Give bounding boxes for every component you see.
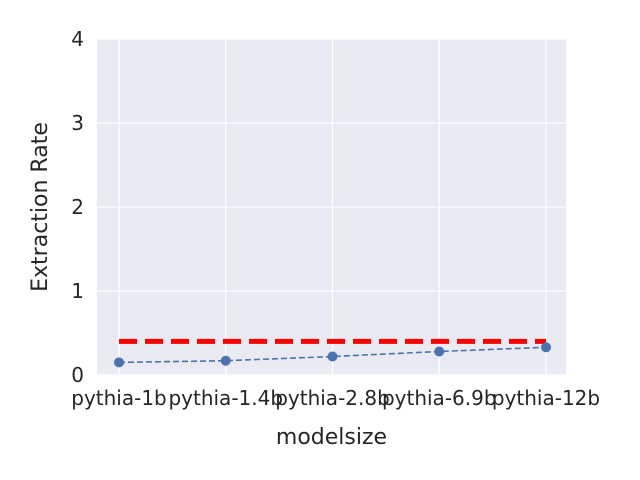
data-point — [220, 355, 231, 366]
data-point — [114, 357, 124, 368]
data-point — [327, 351, 338, 362]
y-axis-label: Extraction Rate — [28, 122, 53, 292]
x-tick-label: pythia-1b — [71, 386, 167, 410]
data-point — [541, 342, 551, 353]
data-point — [434, 346, 445, 357]
y-tick-label: 2 — [71, 195, 84, 219]
y-tick-labels: 0 1 2 3 4 — [71, 27, 84, 387]
x-tick-label: pythia-12b — [492, 386, 600, 410]
x-tick-label: pythia-2.8b — [275, 386, 390, 410]
y-tick-label: 1 — [71, 279, 84, 303]
y-tick-label: 4 — [71, 27, 84, 51]
y-tick-label: 0 — [71, 363, 84, 387]
x-tick-label: pythia-1.4b — [168, 386, 283, 410]
x-tick-label: pythia-6.9b — [382, 386, 497, 410]
y-tick-label: 3 — [71, 111, 84, 135]
x-tick-labels: pythia-1b pythia-1.4bpythia-2.8bpythia-6.… — [71, 386, 600, 410]
series-group — [114, 342, 551, 368]
grid-lines — [97, 38, 566, 376]
series-line — [118, 346, 547, 364]
x-axis-label: modelsize — [276, 425, 387, 450]
